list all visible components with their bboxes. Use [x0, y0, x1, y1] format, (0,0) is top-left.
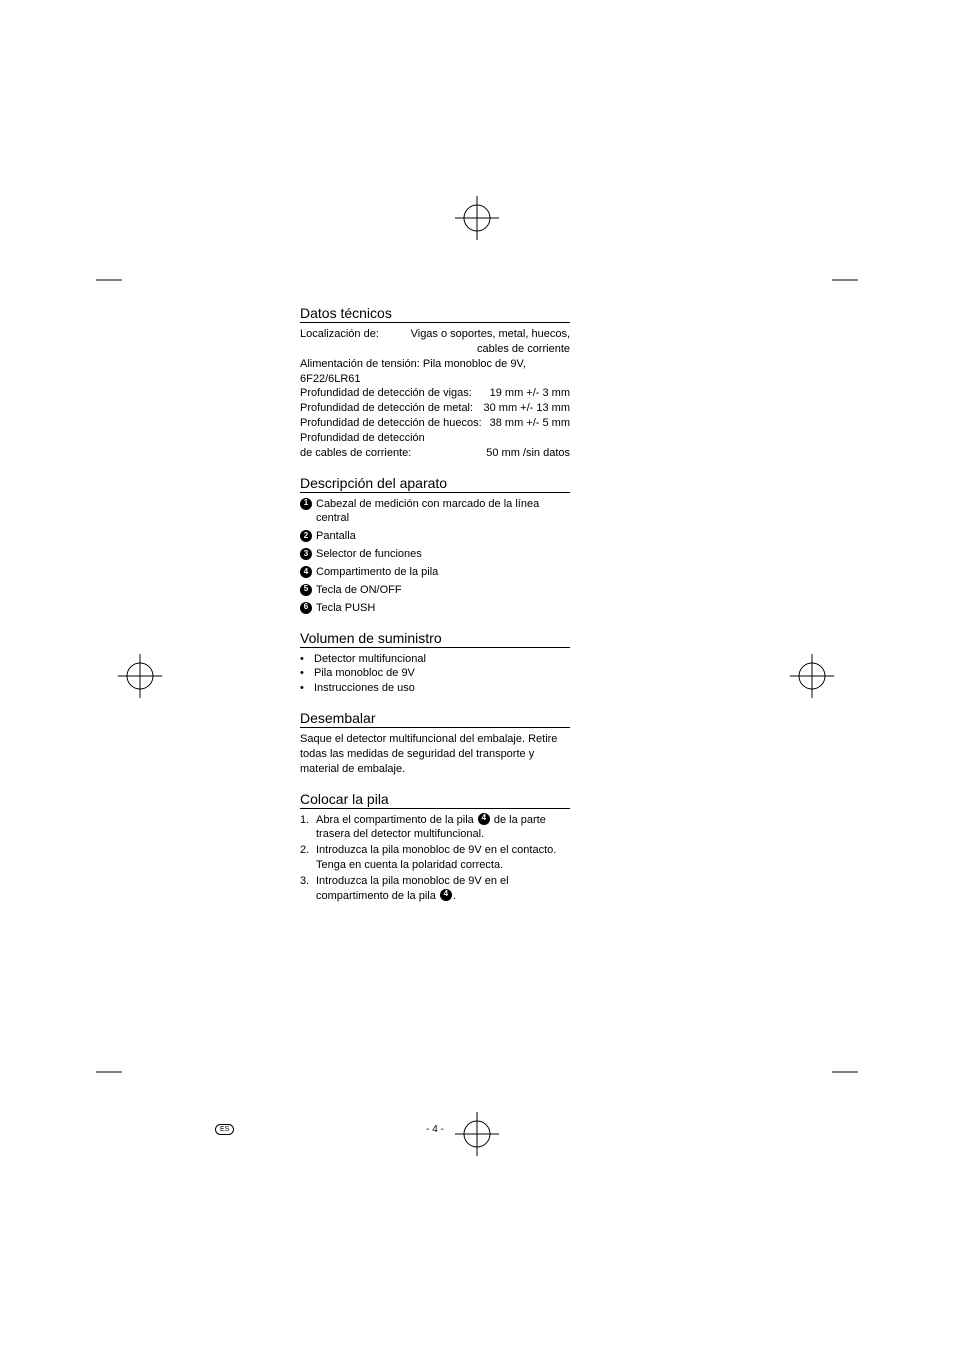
spec-line: Alimentación de tensión: Pila monobloc d…: [300, 357, 570, 387]
spec-row: de cables de corriente: 50 mm /sin datos: [300, 446, 570, 461]
heading-desembalar: Desembalar: [300, 710, 570, 728]
item-text: Cabezal de medición con marcado de la lí…: [316, 497, 570, 527]
item-text: Introduzca la pila monobloc de 9V en el …: [316, 843, 570, 873]
crop-mark-left: [118, 654, 162, 698]
volumen-item: •Detector multifuncional: [300, 652, 570, 667]
spec-value: cables de corriente: [477, 342, 570, 357]
item-text: Abra el compartimento de la pila 4 de la…: [316, 813, 570, 843]
item-number-icon: 6: [300, 602, 312, 614]
tick-bot-right: [832, 1071, 858, 1073]
heading-descripcion: Descripción del aparato: [300, 475, 570, 493]
spec-row: Profundidad de detección de huecos: 38 mm…: [300, 416, 570, 431]
volumen-item: •Instrucciones de uso: [300, 681, 570, 696]
item-text: Instrucciones de uso: [314, 681, 415, 696]
volumen-item: •Pila monobloc de 9V: [300, 666, 570, 681]
footer: ES - 4 -: [215, 1124, 655, 1135]
spec-row: Profundidad de detección de vigas: 19 mm …: [300, 386, 570, 401]
heading-datos-tecnicos: Datos técnicos: [300, 305, 570, 323]
item-number: 1.: [300, 813, 316, 843]
heading-volumen: Volumen de suministro: [300, 630, 570, 648]
bullet-icon: •: [300, 681, 314, 696]
footer-page-number: - 4 -: [426, 1124, 444, 1135]
footer-lang-badge: ES: [215, 1124, 234, 1135]
bullet-icon: •: [300, 666, 314, 681]
spec-label: Profundidad de detección de huecos:: [300, 416, 482, 431]
descripcion-item: 3 Selector de funciones: [300, 547, 570, 562]
descripcion-list: 1 Cabezal de medición con marcado de la l…: [300, 497, 570, 616]
spec-value: Vigas o soportes, metal, huecos,: [411, 327, 570, 342]
spec-label: Profundidad de detección de vigas:: [300, 386, 472, 401]
volumen-list: •Detector multifuncional•Pila monobloc d…: [300, 652, 570, 697]
tick-bot-left: [96, 1071, 122, 1073]
datos-tecnicos-body: Localización de: Vigas o soportes, metal,…: [300, 327, 570, 461]
item-text: Tecla de ON/OFF: [316, 583, 402, 598]
item-text: Pantalla: [316, 529, 356, 544]
descripcion-item: 5 Tecla de ON/OFF: [300, 583, 570, 598]
descripcion-item: 2 Pantalla: [300, 529, 570, 544]
colocar-item: 1.Abra el compartimento de la pila 4 de …: [300, 813, 570, 843]
spec-value: 30 mm +/- 13 mm: [484, 401, 571, 416]
spec-label: de cables de corriente:: [300, 446, 411, 461]
spec-row: cables de corriente: [300, 342, 570, 357]
spec-value: 50 mm /sin datos: [486, 446, 570, 461]
spec-value: 38 mm +/- 5 mm: [490, 416, 570, 431]
item-text: Tecla PUSH: [316, 601, 375, 616]
item-text: Selector de funciones: [316, 547, 422, 562]
item-number: 2.: [300, 843, 316, 873]
tick-top-right: [832, 279, 858, 281]
crop-mark-top: [455, 196, 499, 240]
colocar-item: 3.Introduzca la pila monobloc de 9V en e…: [300, 874, 570, 904]
spec-line: Profundidad de detección: [300, 431, 570, 446]
descripcion-item: 1 Cabezal de medición con marcado de la l…: [300, 497, 570, 527]
item-number-icon: 2: [300, 530, 312, 542]
item-text: Pila monobloc de 9V: [314, 666, 415, 681]
item-text: Detector multifuncional: [314, 652, 426, 667]
colocar-list: 1.Abra el compartimento de la pila 4 de …: [300, 813, 570, 904]
descripcion-item: 6 Tecla PUSH: [300, 601, 570, 616]
ref-number-icon: 4: [440, 889, 452, 901]
item-number: 3.: [300, 874, 316, 904]
spec-row: Localización de: Vigas o soportes, metal,…: [300, 327, 570, 342]
bullet-icon: •: [300, 652, 314, 667]
crop-mark-right: [790, 654, 834, 698]
ref-number-icon: 4: [478, 813, 490, 825]
page-content: Datos técnicos Localización de: Vigas o s…: [300, 305, 570, 905]
item-number-icon: 4: [300, 566, 312, 578]
tick-top-left: [96, 279, 122, 281]
item-number-icon: 1: [300, 498, 312, 510]
spec-label: Localización de:: [300, 327, 379, 342]
spec-value: 19 mm +/- 3 mm: [490, 386, 570, 401]
heading-colocar: Colocar la pila: [300, 791, 570, 809]
spec-label: Profundidad de detección de metal:: [300, 401, 473, 416]
descripcion-item: 4 Compartimento de la pila: [300, 565, 570, 580]
item-number-icon: 5: [300, 584, 312, 596]
item-number-icon: 3: [300, 548, 312, 560]
colocar-item: 2.Introduzca la pila monobloc de 9V en e…: [300, 843, 570, 873]
desembalar-text: Saque el detector multifuncional del emb…: [300, 732, 570, 777]
spec-row: Profundidad de detección de metal: 30 mm …: [300, 401, 570, 416]
item-text: Compartimento de la pila: [316, 565, 438, 580]
item-text: Introduzca la pila monobloc de 9V en el …: [316, 874, 570, 904]
